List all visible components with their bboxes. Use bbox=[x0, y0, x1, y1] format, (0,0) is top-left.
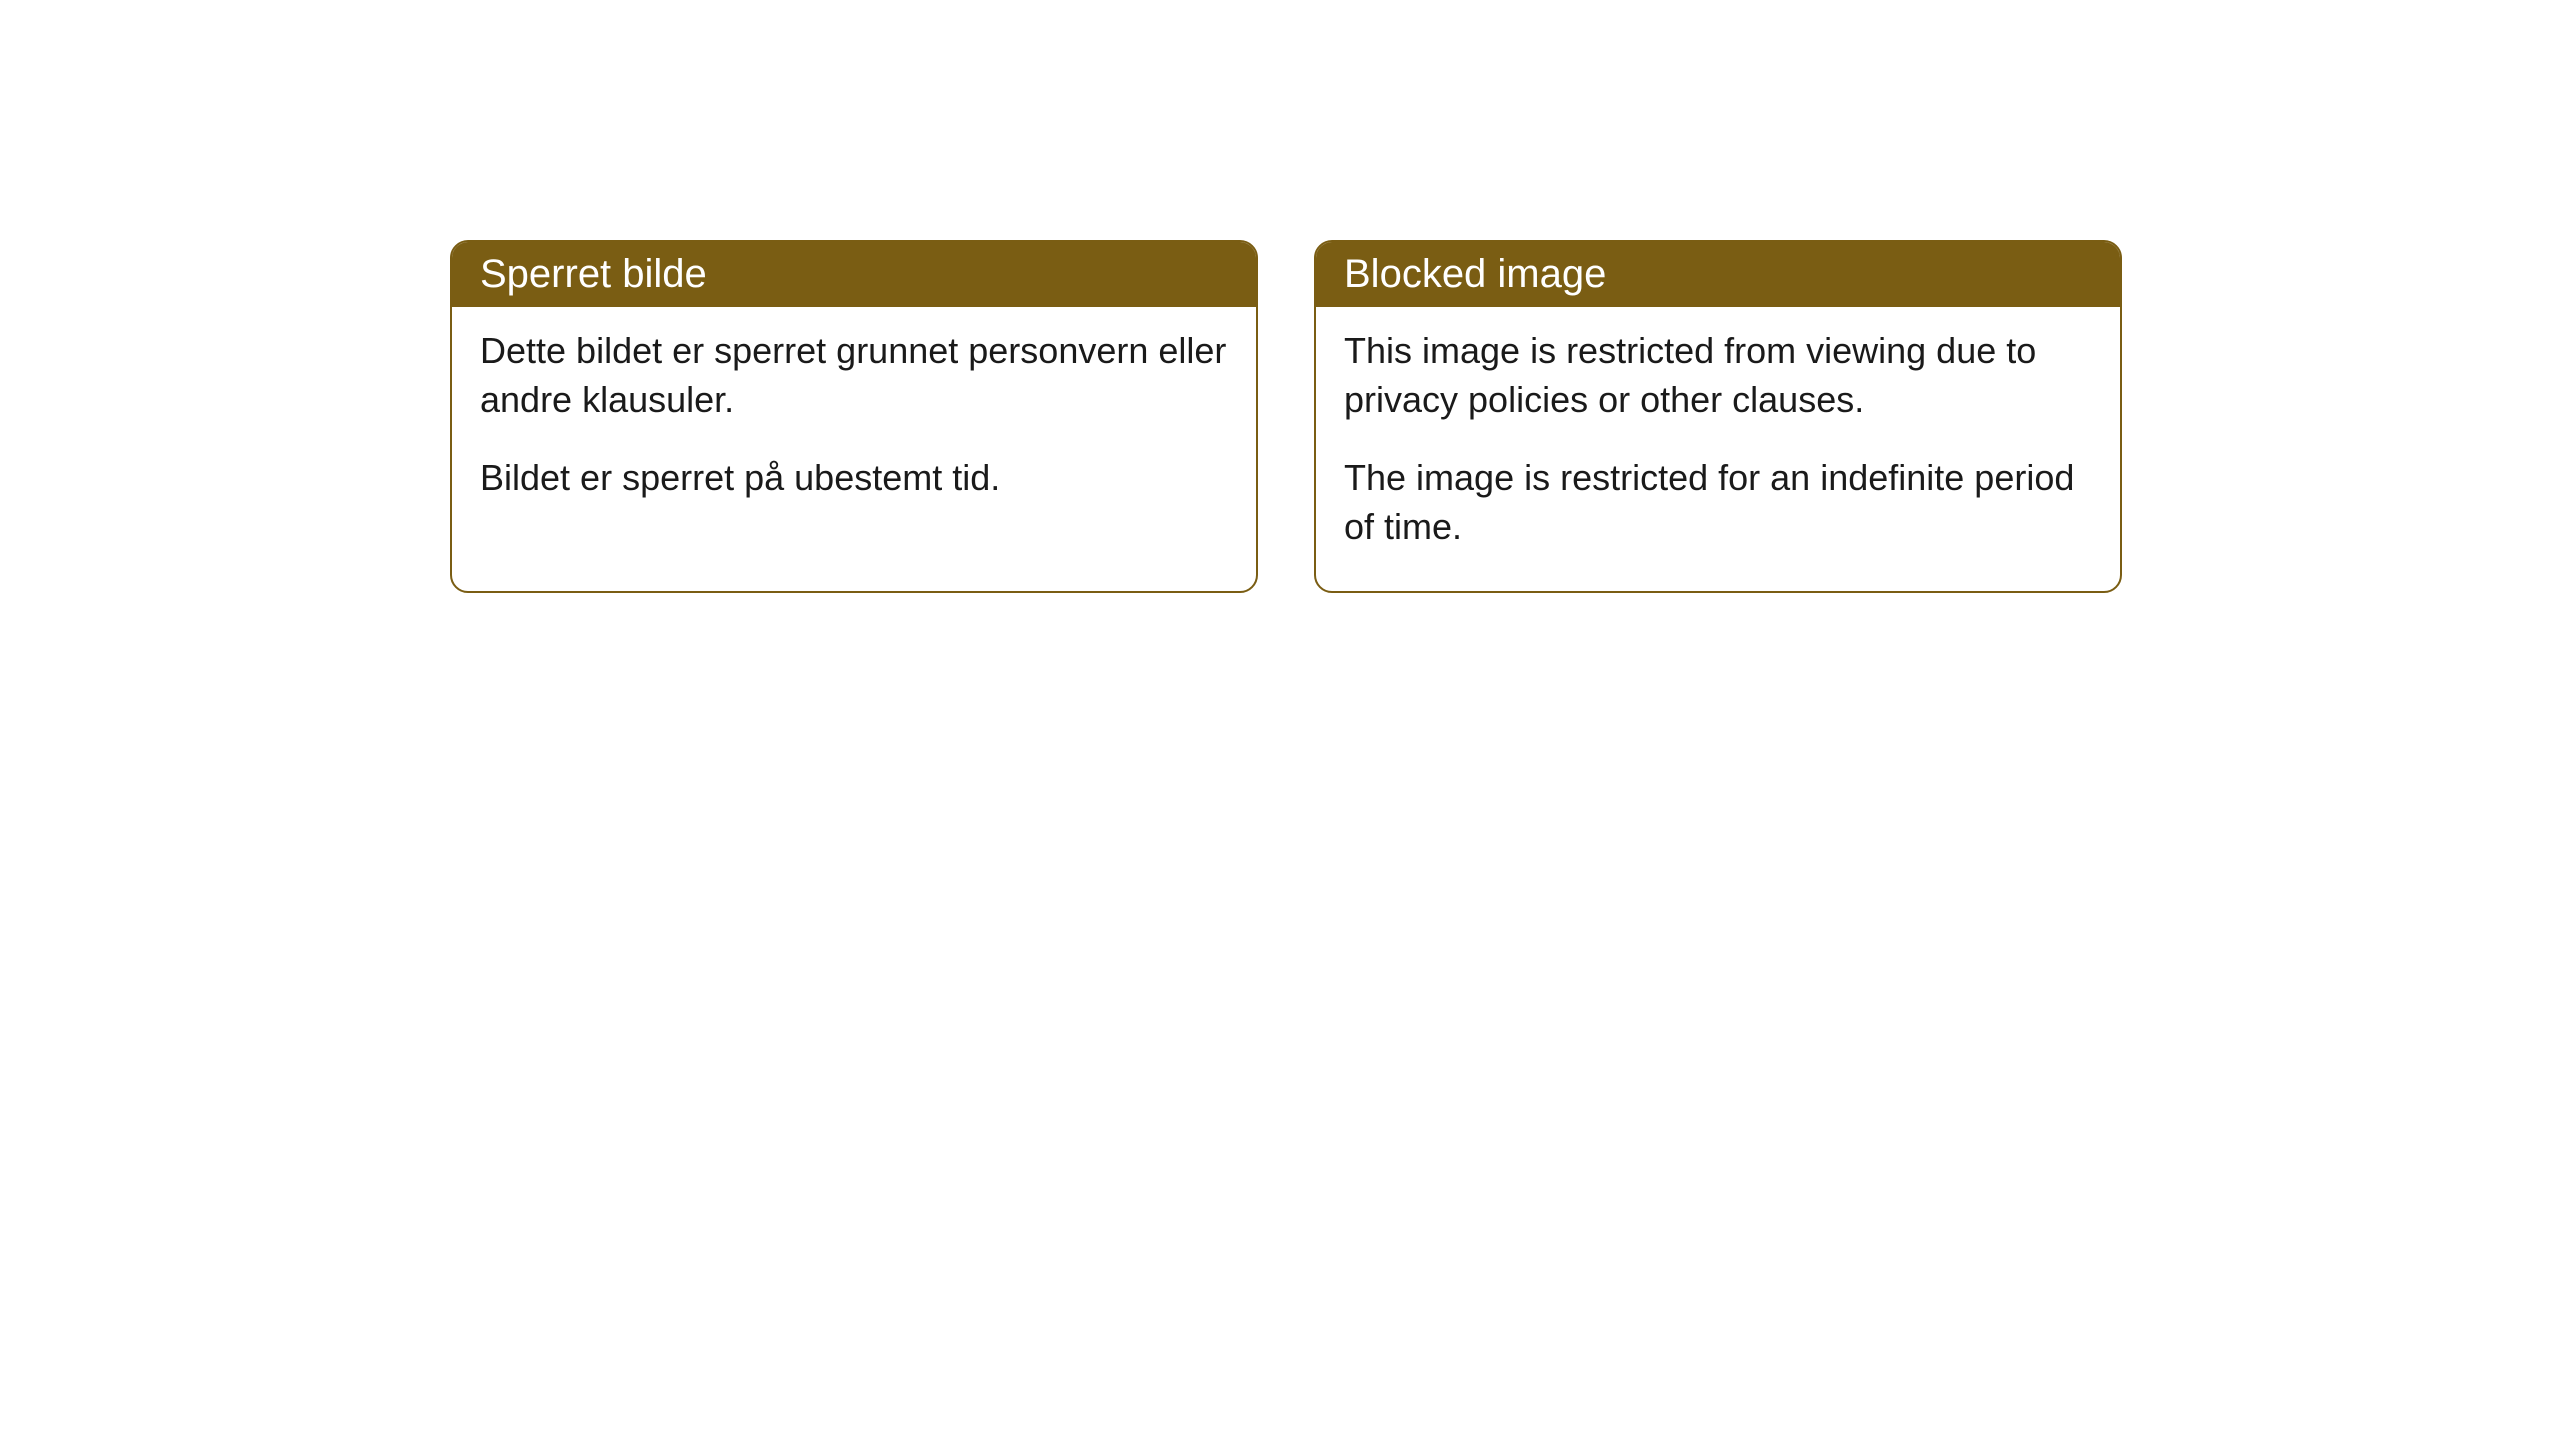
card-header: Blocked image bbox=[1316, 242, 2120, 307]
notice-cards-container: Sperret bilde Dette bildet er sperret gr… bbox=[450, 240, 2122, 593]
card-body: Dette bildet er sperret grunnet personve… bbox=[452, 307, 1256, 543]
card-paragraph: This image is restricted from viewing du… bbox=[1344, 327, 2092, 424]
card-header: Sperret bilde bbox=[452, 242, 1256, 307]
card-paragraph: The image is restricted for an indefinit… bbox=[1344, 454, 2092, 551]
card-body: This image is restricted from viewing du… bbox=[1316, 307, 2120, 591]
blocked-image-card-norwegian: Sperret bilde Dette bildet er sperret gr… bbox=[450, 240, 1258, 593]
blocked-image-card-english: Blocked image This image is restricted f… bbox=[1314, 240, 2122, 593]
card-title: Sperret bilde bbox=[480, 252, 707, 296]
card-paragraph: Dette bildet er sperret grunnet personve… bbox=[480, 327, 1228, 424]
card-paragraph: Bildet er sperret på ubestemt tid. bbox=[480, 454, 1228, 503]
card-title: Blocked image bbox=[1344, 252, 1606, 296]
